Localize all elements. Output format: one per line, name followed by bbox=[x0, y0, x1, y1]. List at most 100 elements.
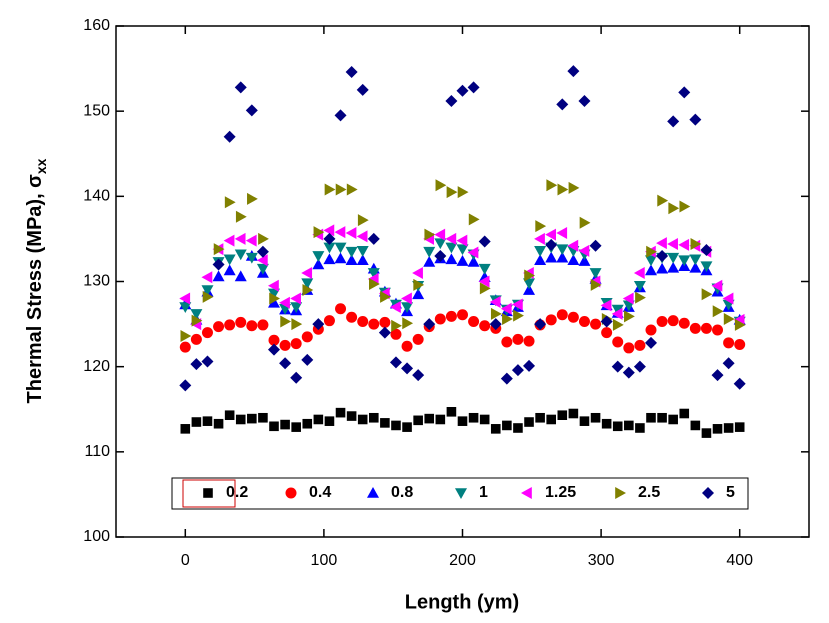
data-point bbox=[190, 358, 203, 371]
data-point bbox=[212, 270, 225, 282]
data-point bbox=[345, 246, 358, 258]
data-point bbox=[535, 412, 545, 423]
data-point bbox=[645, 324, 657, 336]
data-point bbox=[258, 412, 268, 423]
data-point bbox=[633, 280, 646, 292]
data-point bbox=[601, 327, 613, 339]
data-point bbox=[179, 302, 192, 314]
data-point bbox=[213, 243, 225, 256]
data-point bbox=[268, 296, 281, 308]
data-point bbox=[245, 252, 258, 264]
y-tick-label: 100 bbox=[83, 528, 110, 545]
y-tick-label: 120 bbox=[83, 358, 110, 375]
data-point bbox=[468, 412, 479, 423]
y-axis-label-main: Thermal Stress (MPa), σ bbox=[24, 174, 46, 404]
data-point bbox=[611, 307, 623, 320]
data-point bbox=[534, 254, 547, 266]
data-point bbox=[723, 423, 734, 433]
data-point bbox=[656, 237, 667, 250]
data-point bbox=[679, 200, 691, 213]
data-point bbox=[545, 238, 558, 251]
data-point bbox=[502, 312, 513, 325]
data-point bbox=[256, 254, 268, 267]
data-point bbox=[313, 414, 324, 425]
data-point bbox=[633, 360, 646, 373]
data-point bbox=[201, 355, 214, 368]
y-tick-label: 130 bbox=[83, 273, 110, 290]
data-point bbox=[434, 228, 446, 241]
data-point bbox=[280, 315, 292, 328]
legend-marker bbox=[455, 488, 467, 499]
data-point bbox=[302, 418, 313, 429]
x-tick-label: 100 bbox=[311, 552, 338, 569]
data-point bbox=[612, 421, 623, 432]
data-point bbox=[689, 261, 702, 273]
legend-label: 5 bbox=[726, 484, 735, 501]
x-axis-label: Length (ym) bbox=[405, 591, 519, 613]
data-point bbox=[346, 311, 358, 323]
data-point bbox=[247, 413, 257, 424]
legend-label: 0.8 bbox=[391, 484, 413, 501]
data-point bbox=[734, 422, 745, 432]
data-point bbox=[601, 418, 612, 429]
data-point bbox=[445, 232, 457, 245]
y-axis-label: Thermal Stress (MPa), σxx bbox=[24, 158, 48, 403]
data-point bbox=[423, 255, 436, 267]
data-point bbox=[334, 226, 346, 239]
data-point bbox=[667, 115, 680, 128]
data-point bbox=[456, 244, 469, 256]
data-point bbox=[600, 299, 612, 312]
data-point bbox=[556, 98, 569, 111]
data-point bbox=[545, 228, 557, 241]
data-point bbox=[678, 317, 690, 329]
y-tick-label: 150 bbox=[83, 102, 110, 119]
data-point bbox=[489, 318, 502, 331]
x-tick-label: 400 bbox=[726, 552, 753, 569]
legend-selection bbox=[182, 479, 236, 508]
data-point bbox=[723, 312, 735, 325]
data-point bbox=[389, 301, 401, 314]
data-point bbox=[212, 258, 225, 271]
data-point bbox=[224, 196, 236, 209]
data-point bbox=[301, 331, 313, 343]
data-point bbox=[611, 304, 624, 316]
data-point bbox=[590, 318, 602, 330]
legend-label: 1.25 bbox=[545, 484, 576, 501]
data-point bbox=[478, 275, 490, 288]
data-point bbox=[445, 310, 457, 322]
data-point bbox=[412, 266, 423, 279]
data-point bbox=[668, 202, 680, 215]
data-point bbox=[335, 183, 347, 196]
data-point bbox=[234, 81, 247, 94]
data-point bbox=[235, 316, 247, 328]
data-point bbox=[390, 328, 402, 340]
data-point bbox=[334, 242, 347, 254]
y-tick-label: 110 bbox=[84, 443, 110, 460]
data-point bbox=[523, 278, 536, 290]
data-point bbox=[500, 302, 512, 315]
data-point bbox=[478, 235, 491, 248]
data-point bbox=[190, 333, 202, 345]
data-point bbox=[657, 412, 667, 423]
data-point bbox=[657, 194, 669, 207]
data-point bbox=[513, 309, 524, 322]
data-point bbox=[446, 186, 458, 199]
data-point bbox=[301, 278, 314, 290]
data-point bbox=[524, 417, 534, 427]
data-point bbox=[268, 288, 281, 300]
data-point bbox=[667, 315, 679, 327]
data-point bbox=[633, 266, 645, 279]
data-point bbox=[356, 83, 369, 96]
data-point bbox=[357, 414, 368, 425]
data-point bbox=[624, 310, 635, 323]
data-point bbox=[201, 285, 214, 297]
legend-marker bbox=[521, 487, 532, 499]
data-point bbox=[346, 183, 358, 196]
data-point bbox=[179, 341, 191, 353]
y-tick-label: 140 bbox=[83, 188, 110, 205]
data-point bbox=[622, 366, 635, 379]
data-point bbox=[557, 410, 568, 421]
data-point bbox=[180, 424, 191, 434]
data-point bbox=[213, 321, 225, 333]
data-point bbox=[722, 357, 735, 370]
